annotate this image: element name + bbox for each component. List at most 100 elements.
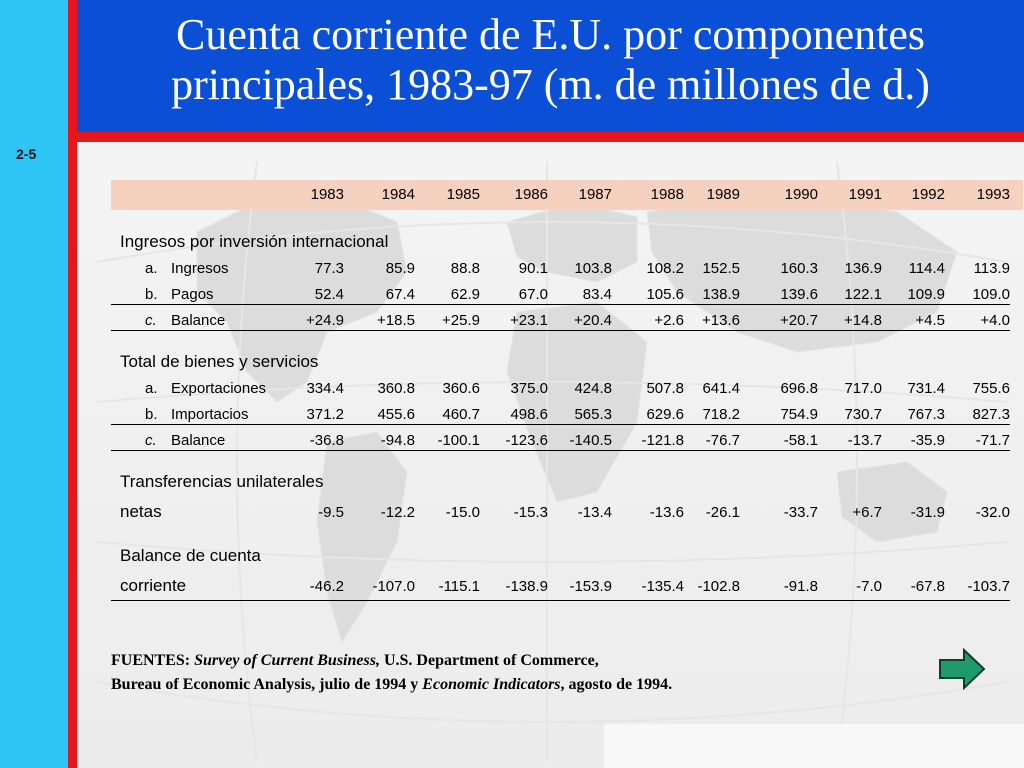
table-cell: 85.9 <box>385 260 415 277</box>
table-cell: -15.3 <box>513 504 548 521</box>
table-cell: 77.3 <box>314 260 344 277</box>
title-banner <box>77 0 1024 132</box>
table-cell: -13.6 <box>649 504 684 521</box>
year-header-1989: 1989 <box>706 186 740 203</box>
year-header-1986: 1986 <box>514 186 548 203</box>
table-cell: 730.7 <box>844 406 882 423</box>
section-heading: Total de bienes y servicios <box>120 352 319 371</box>
table-cell: -115.1 <box>438 578 480 595</box>
table-cell: -9.5 <box>318 504 344 521</box>
row-letter: a. <box>145 380 158 397</box>
table-cell: 114.4 <box>908 260 945 277</box>
table-cell: -36.8 <box>309 432 344 449</box>
table-cell: 507.8 <box>646 380 684 397</box>
table-cell: +14.8 <box>844 312 882 329</box>
row-letter: b. <box>145 406 158 423</box>
table-cell: 105.6 <box>646 286 684 303</box>
table-cell: 334.4 <box>306 380 344 397</box>
table-cell: 455.6 <box>377 406 415 423</box>
table-cell: 109.9 <box>907 286 945 303</box>
table-cell: 371.2 <box>306 406 344 423</box>
world-map-background <box>96 161 1008 763</box>
table-cell: 460.7 <box>442 406 480 423</box>
table-cell: 424.8 <box>574 380 612 397</box>
table-cell: +23.1 <box>510 312 548 329</box>
table-cell: +24.9 <box>306 312 344 329</box>
table-cell: -13.7 <box>847 432 882 449</box>
slide-title: Cuenta corriente de E.U. por componentes… <box>77 10 1024 110</box>
year-header-1992: 1992 <box>911 186 945 203</box>
content-area <box>77 142 1024 768</box>
sidebar-strip <box>0 0 68 768</box>
table-cell: 103.8 <box>574 260 612 277</box>
table-cell: 109.0 <box>972 286 1010 303</box>
table-cell: 827.3 <box>972 406 1010 423</box>
table-cell: 629.6 <box>646 406 684 423</box>
table-cell: 138.9 <box>702 286 740 303</box>
row-letter: a. <box>145 260 158 277</box>
row-label: Importacios <box>171 406 249 423</box>
table-cell: +2.6 <box>654 312 684 329</box>
table-cell: -13.4 <box>577 504 612 521</box>
table-cell: 731.4 <box>907 380 945 397</box>
year-header-1983: 1983 <box>310 186 344 203</box>
year-header-1985: 1985 <box>446 186 480 203</box>
table-cell: 108.2 <box>646 260 684 277</box>
table-cell: -31.9 <box>910 504 945 521</box>
table-cell: -123.6 <box>505 432 548 449</box>
table-cell: -76.7 <box>705 432 740 449</box>
table-cell: 717.0 <box>844 380 882 397</box>
table-cell: 52.4 <box>314 286 344 303</box>
table-cell: 754.9 <box>780 406 818 423</box>
year-header-1984: 1984 <box>381 186 415 203</box>
table-cell: +13.6 <box>702 312 740 329</box>
year-header-1990: 1990 <box>784 186 818 203</box>
year-header-1993: 1993 <box>976 186 1010 203</box>
section-heading: Ingresos por inversión internacional <box>120 232 389 251</box>
table-cell: -107.0 <box>372 578 415 595</box>
table-cell: 90.1 <box>518 260 548 277</box>
table-cell: -121.8 <box>641 432 684 449</box>
table-cell: 696.8 <box>780 380 818 397</box>
section-heading: Transferencias unilaterales <box>120 472 324 491</box>
row-divider <box>111 450 1010 451</box>
table-bottom-rule <box>111 600 1010 601</box>
table-cell: -67.8 <box>910 578 945 595</box>
section-heading-line-2: corriente <box>120 576 187 595</box>
table-cell: -58.1 <box>783 432 818 449</box>
table-cell: 67.4 <box>385 286 415 303</box>
sidebar-accent-stripe <box>68 0 77 768</box>
table-cell: 152.5 <box>702 260 740 277</box>
row-divider <box>111 330 1010 331</box>
table-cell: -135.4 <box>641 578 684 595</box>
table-cell: -102.8 <box>697 578 740 595</box>
next-arrow-icon[interactable] <box>938 648 986 690</box>
row-label: Balance <box>171 432 226 449</box>
table-cell: -94.8 <box>380 432 415 449</box>
table-cell: 755.6 <box>972 380 1010 397</box>
table-cell: +20.7 <box>780 312 818 329</box>
table-cell: 88.8 <box>450 260 480 277</box>
table-cell: -26.1 <box>705 504 740 521</box>
row-letter: c. <box>145 432 157 449</box>
table-cell: -140.5 <box>569 432 612 449</box>
row-label: Exportaciones <box>171 380 267 397</box>
table-cell: -15.0 <box>445 504 480 521</box>
table-cell: -32.0 <box>975 504 1010 521</box>
slide-title-line-1: Cuenta corriente de E.U. por componentes <box>176 10 925 59</box>
table-cell: -91.8 <box>783 578 818 595</box>
table-cell: 375.0 <box>510 380 548 397</box>
table-cell: 139.6 <box>780 286 818 303</box>
table-cell: +4.5 <box>915 312 945 329</box>
table-cell: +6.7 <box>852 504 882 521</box>
table-cell: -103.7 <box>967 578 1010 595</box>
section-heading: Balance de cuenta <box>120 546 261 565</box>
table-cell: -12.2 <box>380 504 415 521</box>
row-letter: c. <box>145 312 157 329</box>
slide-title-line-2: principales, 1983-97 (m. de millones de … <box>171 60 930 109</box>
sources-line-1: FUENTES: Survey of Current Business, U.S… <box>111 652 599 670</box>
table-cell: 718.2 <box>702 406 740 423</box>
table-cell: -7.0 <box>856 578 882 595</box>
table-cell: 83.4 <box>582 286 612 303</box>
table-cell: -46.2 <box>309 578 344 595</box>
